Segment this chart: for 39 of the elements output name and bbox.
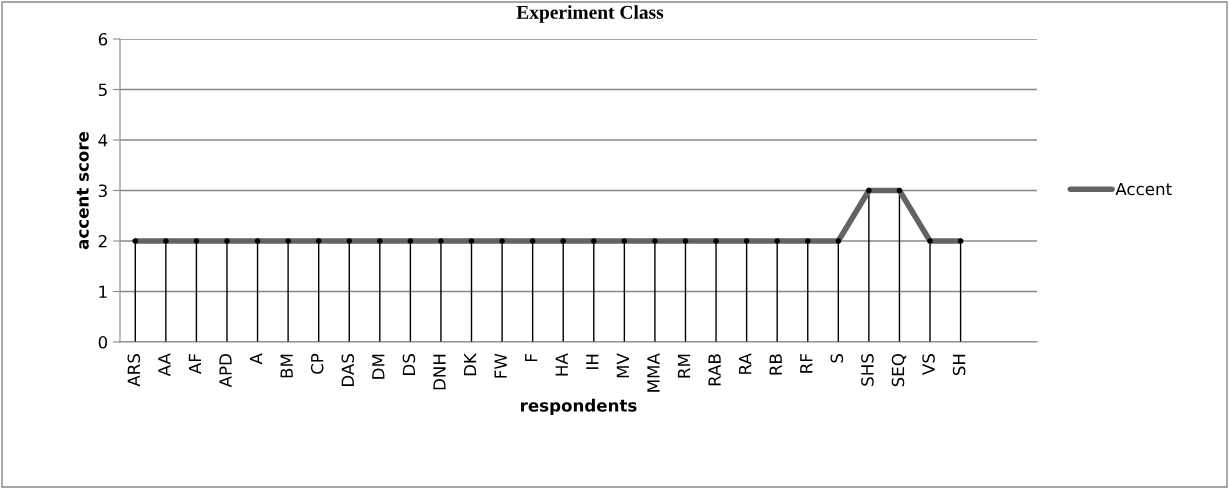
x-tick-label: AA — [158, 353, 171, 377]
x-axis-title: respondents — [521, 398, 637, 415]
x-tick-label: SH — [952, 354, 966, 376]
x-tick-label: SEQ — [891, 354, 907, 387]
x-tick-label: RA — [739, 353, 752, 374]
x-tick-label: DNH — [433, 354, 446, 390]
x-tick-label: DS — [402, 354, 416, 375]
y-tick-label: 3 — [98, 184, 107, 198]
x-tick-label: RF — [800, 354, 813, 373]
x-tick-label: S — [830, 354, 844, 363]
y-tick-label: 4 — [98, 134, 108, 147]
x-tick-label: AF — [188, 354, 202, 374]
y-axis-title: accent score — [76, 131, 89, 250]
x-tick-label: A — [250, 353, 263, 365]
x-tick-label: IH — [586, 354, 599, 369]
x-tick-label: RB — [769, 354, 782, 375]
chart-title: Experiment Class — [516, 5, 664, 23]
x-tick-label: F — [525, 354, 538, 362]
x-tick-label: ARS — [127, 354, 141, 387]
x-tick-label: VS — [922, 354, 935, 375]
x-tick-label: FW — [494, 353, 507, 378]
x-tick-label: RAB — [708, 354, 721, 386]
y-tick-label: 0 — [98, 335, 108, 349]
x-tick-label: APD — [219, 354, 232, 388]
legend-label: Accent — [1115, 182, 1172, 196]
x-tick-label: CP — [310, 353, 324, 374]
x-tick-label: HA — [555, 353, 568, 376]
x-tick-label: RM — [677, 354, 691, 378]
y-tick-label: 5 — [98, 83, 107, 97]
x-tick-label: DAS — [341, 354, 355, 386]
x-tick-label: MV — [616, 353, 629, 378]
y-tick-label: 6 — [98, 32, 108, 46]
x-tick-label: MMA — [647, 353, 660, 392]
y-tick-label: 2 — [98, 234, 107, 248]
x-tick-label: DK — [463, 352, 477, 376]
x-tick-label: SHS — [861, 354, 874, 386]
y-tick-label: 1 — [99, 285, 107, 298]
x-tick-label: DM — [372, 354, 385, 379]
x-tick-label: BM — [280, 354, 293, 378]
